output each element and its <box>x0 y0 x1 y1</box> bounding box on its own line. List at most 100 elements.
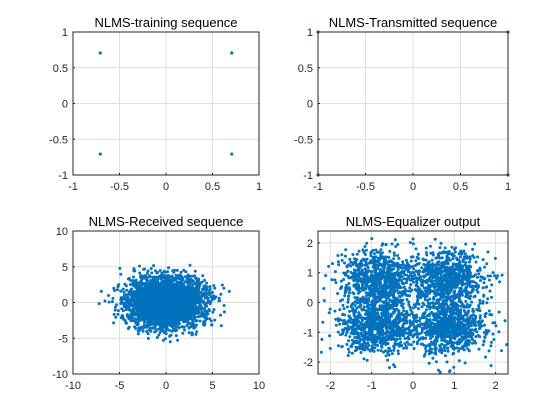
scatter-point <box>113 308 117 312</box>
scatter-point <box>415 280 418 284</box>
scatter-point <box>144 305 148 308</box>
scatter-point <box>498 280 502 284</box>
scatter-point <box>201 274 205 278</box>
scatter-point <box>409 259 413 263</box>
scatter-point <box>146 332 150 336</box>
x-tick-label: 10 <box>253 380 265 392</box>
scatter-point <box>134 278 138 282</box>
scatter-point <box>474 327 478 331</box>
scatter-point <box>188 263 192 267</box>
scatter-point <box>202 306 206 310</box>
scatter-point <box>132 275 135 279</box>
scatter-point <box>142 276 146 280</box>
scatter-point <box>439 241 443 245</box>
scatter-point <box>174 307 178 311</box>
scatter-point <box>198 283 202 287</box>
scatter-point <box>322 287 326 290</box>
scatter-point <box>191 307 195 311</box>
scatter-point <box>157 327 160 331</box>
scatter-point <box>162 276 166 280</box>
scatter-point <box>157 322 161 326</box>
scatter-point <box>184 301 188 305</box>
scatter-point <box>416 340 420 344</box>
scatter-point <box>180 298 184 302</box>
scatter-point <box>411 280 415 284</box>
scatter-point <box>503 319 507 323</box>
scatter-point <box>163 286 167 290</box>
scatter-point <box>174 324 178 328</box>
scatter-point <box>334 323 338 327</box>
scatter-point <box>131 302 135 306</box>
scatter-point <box>98 152 102 156</box>
y-tick-label: 1 <box>62 27 68 39</box>
x-tick-label: -5 <box>115 380 125 392</box>
scatter-point <box>144 291 148 295</box>
scatter-point <box>123 318 127 322</box>
scatter-point <box>337 344 340 348</box>
scatter-point <box>470 341 474 345</box>
scatter-point <box>476 269 479 273</box>
scatter-point <box>343 294 347 298</box>
scatter-point <box>328 307 332 311</box>
scatter-point <box>453 297 457 301</box>
scatter-point <box>348 257 352 261</box>
scatter-point <box>197 308 200 312</box>
scatter-point <box>154 322 158 326</box>
scatter-point <box>370 237 374 241</box>
scatter-point <box>147 321 151 325</box>
scatter-point <box>160 298 164 302</box>
scatter-point <box>211 296 215 300</box>
scatter-point <box>168 340 172 344</box>
scatter-point <box>146 336 150 340</box>
scatter-point <box>491 271 495 275</box>
scatter-point <box>131 292 134 295</box>
scatter-point <box>191 320 195 324</box>
scatter-point <box>153 298 157 302</box>
scatter-point <box>126 295 130 299</box>
scatter-point <box>386 358 390 362</box>
scatter-point <box>482 281 486 285</box>
scatter-point <box>139 274 143 278</box>
scatter-point <box>203 319 207 323</box>
scatter-point <box>170 319 174 323</box>
scatter-point <box>362 335 366 339</box>
scatter-point <box>144 295 147 299</box>
scatter-point <box>126 305 130 309</box>
scatter-point <box>219 313 222 317</box>
scatter-point <box>424 349 428 353</box>
scatter-point <box>149 267 153 270</box>
scatter-point <box>205 304 209 308</box>
scatter-point <box>343 289 347 293</box>
scatter-point <box>219 324 223 328</box>
scatter-point <box>187 280 191 284</box>
scatter-point <box>142 323 146 327</box>
scatter-point <box>409 283 413 287</box>
scatter-point <box>417 262 421 265</box>
points-layer <box>97 263 231 344</box>
scatter-point <box>190 283 194 287</box>
scatter-point <box>172 270 176 274</box>
scatter-point <box>220 283 224 287</box>
scatter-point <box>110 300 114 304</box>
y-tick-label: 0 <box>62 99 68 111</box>
scatter-point <box>350 331 354 335</box>
scatter-point <box>477 272 481 276</box>
scatter-point <box>124 284 128 288</box>
scatter-point <box>353 336 357 339</box>
scatter-point <box>485 301 489 305</box>
scatter-point <box>161 317 165 320</box>
scatter-point <box>450 245 454 249</box>
scatter-point <box>200 292 204 296</box>
scatter-point <box>111 296 115 300</box>
scatter-point <box>181 295 185 299</box>
scatter-point <box>208 317 212 321</box>
scatter-point <box>168 308 172 312</box>
scatter-point <box>177 312 181 316</box>
scatter-point <box>434 360 438 364</box>
scatter-point <box>387 366 391 370</box>
scatter-point <box>155 336 159 339</box>
scatter-point <box>450 252 453 256</box>
scatter-point <box>366 347 370 351</box>
scatter-point <box>144 312 148 315</box>
scatter-point <box>159 308 163 311</box>
